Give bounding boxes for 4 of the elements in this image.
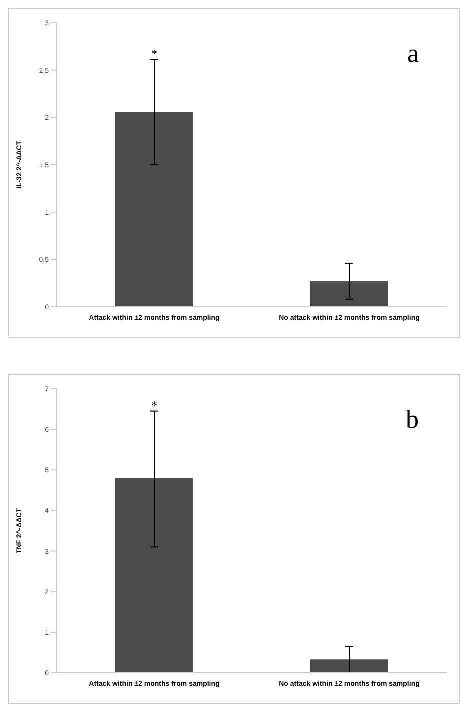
annotation: * xyxy=(152,46,158,61)
annotation: b xyxy=(406,405,419,435)
annotation: a xyxy=(407,39,419,69)
annotation: * xyxy=(152,398,158,412)
